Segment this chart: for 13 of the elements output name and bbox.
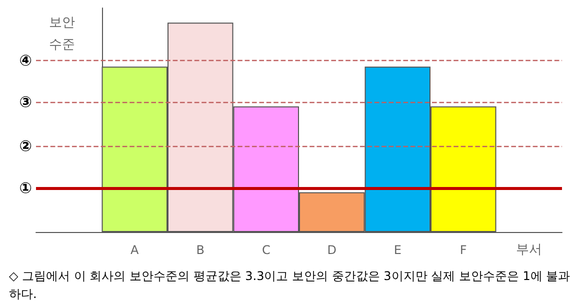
ref-line-label: ④ xyxy=(19,51,32,70)
ref-line-label: ③ xyxy=(19,93,32,112)
x-tick-label: E xyxy=(394,243,402,257)
x-tick-label: A xyxy=(130,243,140,257)
text: ◇ 그림에서 이 회사의 보안수준의 평균값은 3.3이고 보안의 중간값은 3이지만 실제 보안수준은 1에 불과 하다. xyxy=(9,269,574,301)
x-tick-label: C xyxy=(262,243,270,257)
ref-line-label: ② xyxy=(19,137,32,156)
x-tick-label: F xyxy=(460,243,467,257)
x-tick-label: D xyxy=(327,243,336,257)
x-axis-title: 부서 xyxy=(516,242,542,258)
x-tick-label: B xyxy=(196,243,204,257)
ref-line-label: ① xyxy=(19,179,32,198)
y-axis-title: 보안 수준 xyxy=(49,16,75,52)
